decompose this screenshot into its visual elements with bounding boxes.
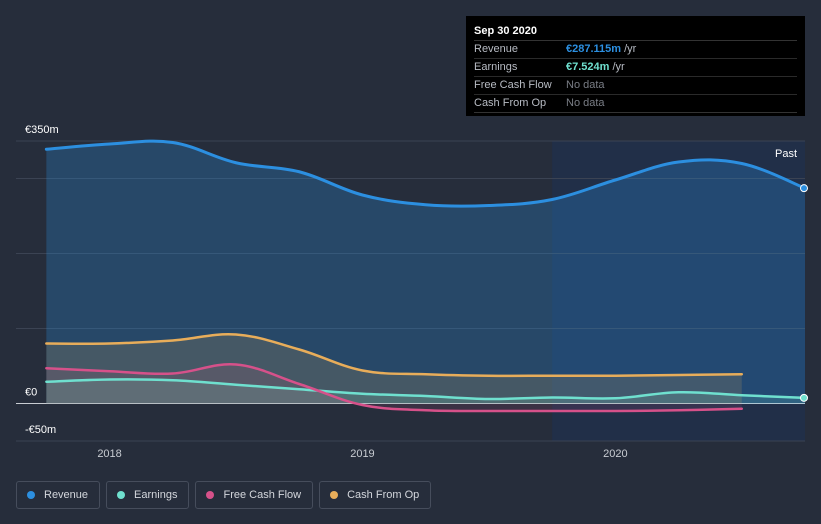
- legend-dot-icon: [330, 491, 339, 499]
- tooltip-label: Revenue: [474, 43, 519, 55]
- series-lines: [44, 139, 808, 413]
- free-cash-flow-line: [45, 363, 744, 413]
- revenue-endpoint: [800, 184, 808, 193]
- tooltip-row-earnings: Earnings €7.524m /yr: [474, 59, 797, 77]
- tooltip-value: €7.524m: [566, 61, 610, 73]
- x-tick-label: 2018: [97, 448, 121, 460]
- legend-item-earnings[interactable]: Earnings: [106, 481, 190, 509]
- legend-item-cash-from-op[interactable]: Cash From Op: [319, 481, 432, 509]
- revenue-line: [44, 139, 807, 208]
- legend-dot-icon: [117, 491, 126, 499]
- legend-item-free-cash-flow[interactable]: Free Cash Flow: [195, 481, 314, 509]
- legend-label: Cash From Op: [347, 489, 420, 501]
- tooltip-value: No data: [566, 79, 605, 91]
- tooltip-label: Cash From Op: [474, 97, 547, 109]
- tooltip-row-cash-from-op: Cash From Op No data: [474, 95, 797, 113]
- y-tick-label: -€50m: [25, 424, 56, 436]
- legend-label: Earnings: [134, 489, 178, 501]
- earnings-endpoint: [800, 393, 808, 402]
- legend: Revenue Earnings Free Cash Flow Cash Fro…: [16, 481, 432, 509]
- x-tick-label: 2019: [350, 448, 374, 460]
- tooltip-date: Sep 30 2020: [474, 22, 797, 41]
- y-tick-label: €0: [25, 387, 37, 399]
- tooltip-unit: /yr: [624, 43, 637, 55]
- x-axis-labels: 2018 2019 2020: [97, 448, 627, 460]
- revenue-area: [46, 141, 806, 404]
- legend-dot-icon: [27, 491, 35, 499]
- legend-label: Free Cash Flow: [223, 489, 302, 501]
- tooltip-value: No data: [566, 97, 605, 109]
- y-axis-labels: €350m €0 -€50m: [25, 124, 59, 436]
- cash-from-op-area: [46, 334, 742, 404]
- earnings-line: [45, 378, 807, 401]
- tooltip-value: €287.115m: [566, 43, 622, 55]
- cash-from-op-line: [45, 332, 744, 378]
- free-cash-flow-area: [46, 364, 742, 412]
- tooltip-row-revenue: Revenue €287.115m /yr: [474, 41, 797, 59]
- legend-label: Revenue: [44, 489, 89, 501]
- legend-dot-icon: [206, 491, 215, 499]
- y-tick-label: €350m: [25, 124, 59, 136]
- tooltip-row-free-cash-flow: Free Cash Flow No data: [474, 77, 797, 95]
- tooltip-label: Free Cash Flow: [474, 79, 552, 91]
- tooltip-unit: /yr: [612, 61, 625, 73]
- x-tick-label: 2020: [603, 448, 627, 460]
- tooltip-label: Earnings: [474, 61, 518, 73]
- legend-item-revenue[interactable]: Revenue: [16, 481, 101, 509]
- series-areas: [46, 141, 806, 412]
- tooltip-panel: Sep 30 2020 Revenue €287.115m /yr Earnin…: [466, 16, 805, 116]
- past-label: Past: [775, 148, 797, 160]
